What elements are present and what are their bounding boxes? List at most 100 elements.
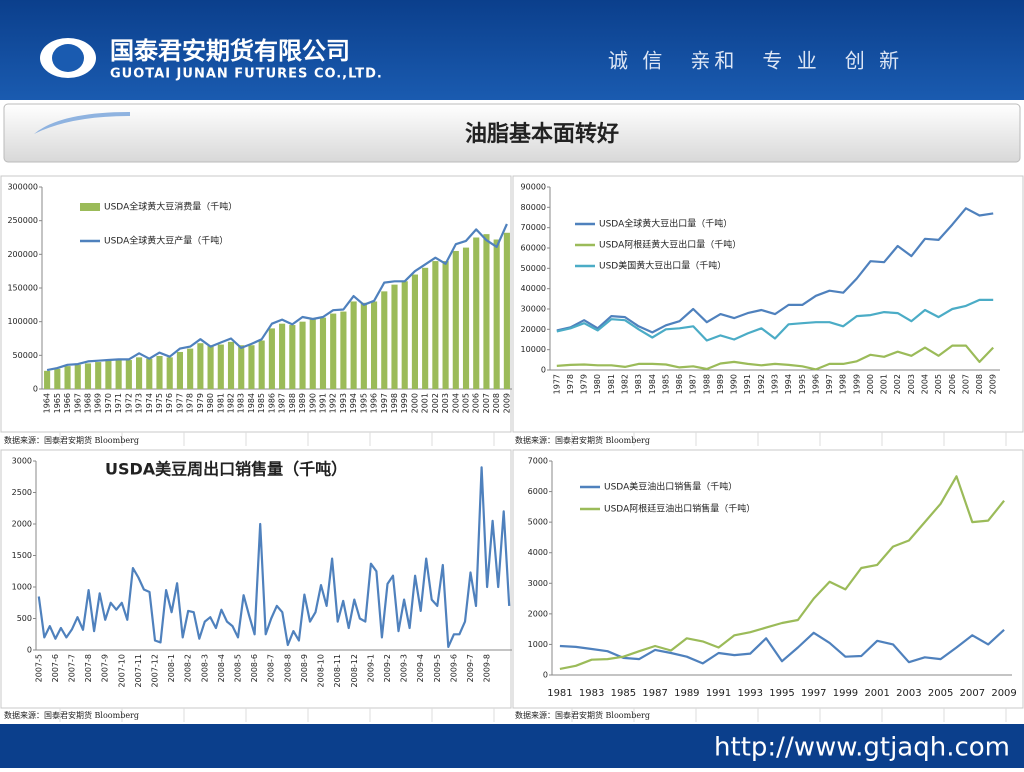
x-tick-label: 1990 (308, 393, 317, 413)
bar (227, 341, 235, 389)
y-tick-label: 30000 (521, 305, 546, 314)
x-tick-label: 1971 (114, 393, 123, 413)
x-tick-label: 1979 (196, 393, 205, 413)
x-tick-label: 2007-7 (67, 654, 76, 682)
x-tick-label: 2009-7 (466, 654, 475, 682)
x-tick-label: 1991 (706, 688, 731, 699)
x-tick-label: 1993 (738, 688, 763, 699)
x-tick-label: 1997 (380, 393, 389, 413)
bar (217, 344, 224, 389)
x-tick-label: 1980 (206, 393, 215, 413)
y-tick-label: 250000 (7, 216, 38, 225)
x-tick-label: 1994 (784, 374, 793, 394)
x-tick-label: 2007-12 (151, 654, 160, 687)
y-tick-label: 3000 (12, 457, 32, 466)
x-tick-label: 2007-5 (34, 654, 43, 682)
y-tick-label: 300000 (7, 183, 38, 192)
y-tick-label: 200000 (7, 250, 38, 259)
x-tick-label: 1967 (73, 393, 82, 413)
y-tick-label: 0 (27, 646, 32, 655)
x-tick-label: 1964 (43, 393, 52, 413)
line-series (559, 628, 1005, 665)
bar (197, 343, 204, 389)
panel (512, 449, 1024, 709)
x-tick-label: 2009-8 (483, 654, 492, 682)
y-tick-label: 2000 (528, 609, 548, 618)
bar (350, 301, 357, 389)
x-tick-label: 2006 (948, 374, 957, 394)
line-series (556, 298, 994, 342)
legend-label: USDA阿根廷黄大豆出口量（千吨） (599, 239, 741, 251)
bar (411, 274, 418, 389)
x-tick-label: 2008 (975, 374, 984, 394)
x-tick-label: 2001 (880, 374, 889, 394)
x-tick-label: 1978 (186, 393, 195, 413)
bar (381, 291, 388, 389)
x-tick-label: 2004 (921, 374, 930, 394)
x-tick-label: 1981 (547, 688, 572, 699)
source-note: 数据来源：国泰君安期货 Bloomberg (515, 710, 650, 720)
bar (299, 321, 306, 389)
y-tick-label: 1000 (528, 640, 548, 649)
bar (319, 317, 327, 389)
x-tick-label: 2003 (441, 393, 450, 413)
y-tick-label: 0 (543, 671, 548, 680)
y-tick-label: 50000 (521, 264, 546, 273)
y-tick-label: 40000 (521, 284, 546, 293)
bar (187, 348, 194, 389)
x-tick-label: 1983 (237, 393, 246, 413)
bar (483, 234, 490, 389)
y-tick-label: 500 (17, 614, 32, 623)
y-tick-label: 70000 (521, 223, 546, 232)
x-tick-label: 2008-5 (234, 654, 243, 682)
y-tick-label: 1000 (12, 583, 32, 592)
x-tick-label: 1993 (339, 393, 348, 413)
x-tick-label: 1984 (648, 374, 657, 394)
y-tick-label: 2500 (12, 488, 32, 497)
x-tick-label: 1977 (175, 393, 184, 413)
x-tick-label: 1991 (743, 374, 752, 394)
x-tick-label: 1994 (349, 393, 358, 413)
y-tick-label: 6000 (528, 487, 548, 496)
y-tick-label: 20000 (521, 325, 546, 334)
y-tick-label: 7000 (528, 457, 548, 466)
panel (512, 175, 1024, 433)
x-tick-label: 1985 (661, 374, 670, 394)
bar (248, 345, 255, 389)
slogan: 诚 信 亲和 专 业 创 新 (608, 49, 903, 73)
legend-label: USDA全球黄大豆产量（千吨） (104, 235, 228, 247)
x-tick-label: 1988 (702, 374, 711, 394)
x-tick-label: 1978 (566, 374, 575, 394)
panel (0, 449, 512, 709)
x-tick-label: 2007 (482, 393, 491, 413)
bar (330, 313, 337, 389)
chart-title: USDA美豆周出口销售量（千吨） (105, 460, 347, 479)
bar (176, 351, 183, 389)
x-tick-label: 2006 (472, 393, 481, 413)
bar (462, 247, 470, 389)
x-tick-label: 1993 (771, 374, 780, 394)
x-tick-label: 2007 (961, 374, 970, 394)
y-tick-label: 0 (33, 385, 38, 394)
bar (166, 357, 173, 389)
x-tick-label: 2005 (462, 393, 471, 413)
source-note: 数据来源：国泰君安期货 Bloomberg (4, 435, 139, 445)
x-tick-label: 2009-1 (366, 654, 375, 682)
x-tick-label: 1985 (257, 393, 266, 413)
bar (289, 325, 296, 389)
title-bar (3, 103, 1021, 163)
x-tick-label: 1965 (53, 393, 62, 413)
y-tick-label: 50000 (13, 351, 38, 360)
x-tick-label: 1987 (689, 374, 698, 394)
x-tick-label: 1984 (247, 393, 256, 413)
x-tick-label: 2008-8 (283, 654, 292, 682)
y-tick-label: 10000 (521, 345, 546, 354)
bar (146, 358, 153, 389)
x-tick-label: 1983 (579, 688, 604, 699)
x-tick-label: 2007-8 (84, 654, 93, 682)
x-tick-label: 2000 (410, 393, 419, 413)
bar (268, 328, 275, 389)
x-tick-label: 1981 (216, 393, 225, 413)
x-tick-label: 2007-11 (134, 654, 143, 687)
